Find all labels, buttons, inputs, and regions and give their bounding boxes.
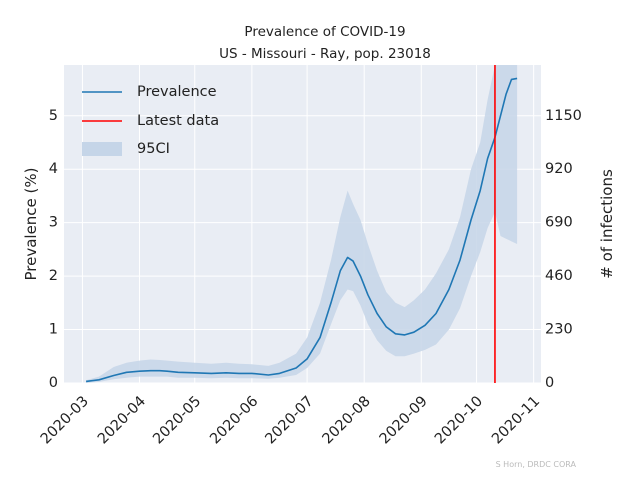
legend-prevalence-label: Prevalence — [137, 84, 217, 100]
chart-subtitle: US - Missouri - Ray, pop. 23018 — [219, 46, 431, 62]
y-axis-label: Prevalence (%) — [22, 167, 40, 280]
x-tick-label: 2020-10 — [432, 393, 486, 447]
y-tick-label: 0 — [49, 375, 58, 391]
x-tick-label: 2020-03 — [38, 393, 92, 447]
y-tick-label: 4 — [49, 161, 58, 177]
legend-ci-swatch — [82, 142, 122, 156]
y-right-tick-label: 690 — [545, 215, 573, 231]
x-tick-label: 2020-09 — [377, 393, 431, 447]
y-tick-label: 1 — [49, 322, 58, 338]
legend: Prevalence Latest data 95CI — [82, 84, 219, 157]
grid — [64, 65, 541, 384]
legend-ci-label: 95CI — [137, 141, 170, 157]
legend-latest-label: Latest data — [137, 113, 219, 129]
x-tick-label: 2020-05 — [150, 393, 204, 447]
x-tick-label: 2020-08 — [320, 393, 374, 447]
x-tick-label: 2020-11 — [489, 393, 543, 447]
plot-layer — [86, 65, 518, 383]
chart-title: Prevalence of COVID-19 — [244, 24, 405, 40]
y-tick-label: 3 — [49, 215, 58, 231]
y-right-tick-label: 1150 — [545, 108, 582, 124]
y-right-tick-label: 460 — [545, 268, 573, 284]
x-tick-label: 2020-07 — [263, 393, 317, 447]
credit-text: S Horn, DRDC CORA — [496, 460, 577, 469]
y-tick-label: 2 — [49, 268, 58, 284]
y-right-tick-label: 920 — [545, 161, 573, 177]
y-right-tick-label: 0 — [545, 375, 554, 391]
x-tick-label: 2020-06 — [207, 393, 261, 447]
y-tick-label: 5 — [49, 108, 58, 124]
y-right-tick-label: 230 — [545, 322, 573, 338]
prevalence-line — [86, 77, 518, 383]
x-tick-label: 2020-04 — [95, 393, 149, 447]
right-axis-label: # of infections — [598, 169, 616, 279]
